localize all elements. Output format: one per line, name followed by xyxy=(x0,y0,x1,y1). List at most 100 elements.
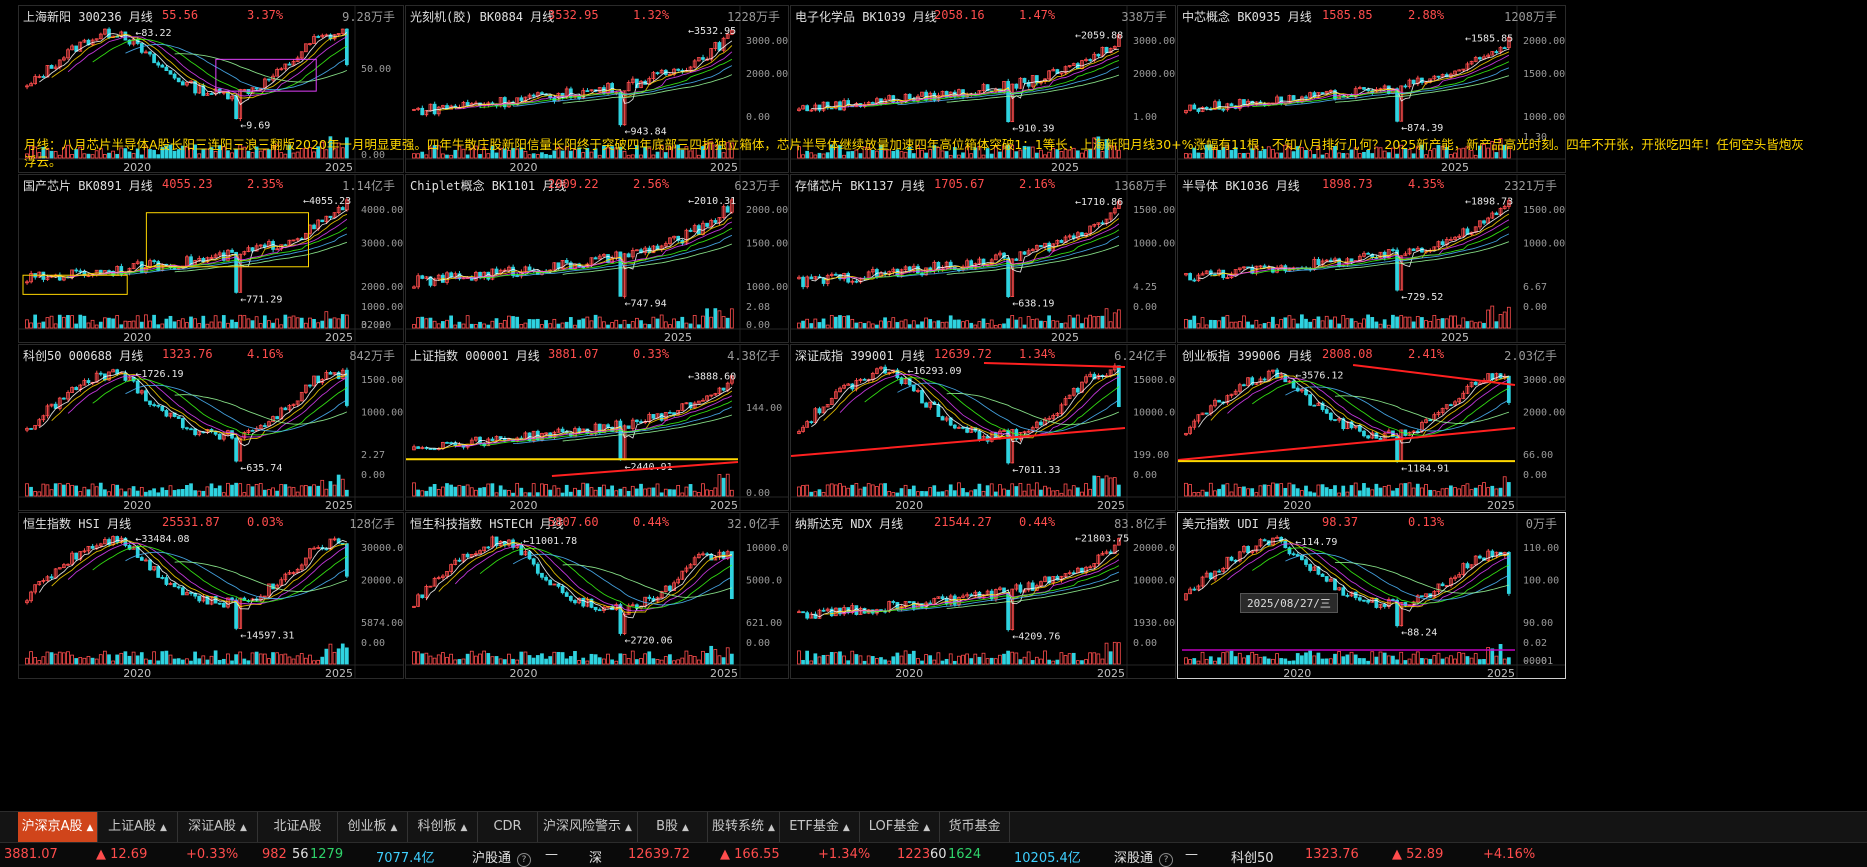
volume-bar xyxy=(1093,653,1096,664)
volume-bar xyxy=(128,321,131,328)
volume-bar xyxy=(1400,652,1403,664)
market-tab-1[interactable]: 上证A股▲ xyxy=(98,812,178,842)
candle xyxy=(71,44,74,50)
volume-bar xyxy=(532,484,535,496)
volume-bar xyxy=(1305,319,1308,328)
moving-average-line xyxy=(52,214,347,277)
candle xyxy=(173,72,176,80)
volume-bar xyxy=(590,488,593,496)
volume-bar xyxy=(888,661,891,664)
sgt-label[interactable]: 深股通? xyxy=(1114,847,1173,867)
volume-bar xyxy=(194,319,197,328)
help-icon[interactable]: ? xyxy=(1159,853,1173,867)
candle xyxy=(429,586,432,587)
candle xyxy=(1201,576,1204,589)
candle xyxy=(42,272,45,282)
tab-label: 北证A股 xyxy=(274,819,322,834)
volume-bar xyxy=(108,318,111,328)
change-percent: 0.33% xyxy=(633,347,669,361)
volume-bar xyxy=(210,322,213,328)
volume-bar xyxy=(79,658,82,664)
volume-bar xyxy=(916,325,919,328)
volume-bar xyxy=(153,489,156,496)
candle xyxy=(1267,370,1270,381)
tab-label: 股转系统 xyxy=(712,819,764,834)
volume-bar xyxy=(1367,488,1370,496)
volume-bar xyxy=(458,659,461,664)
volume-bar xyxy=(806,485,809,496)
market-tab-4[interactable]: 创业板▲ xyxy=(338,812,408,842)
volume-bar xyxy=(1089,489,1092,496)
candle xyxy=(1441,582,1444,586)
low-label: ←4209.76 xyxy=(1012,632,1060,643)
volume-label: 32.0亿手 xyxy=(727,515,780,532)
market-tab-2[interactable]: 深证A股▲ xyxy=(178,812,258,842)
candle xyxy=(1193,278,1196,282)
volume-bar xyxy=(1031,660,1034,664)
candle xyxy=(149,401,152,407)
market-tab-0[interactable]: 沪深京A股▲ xyxy=(18,812,98,842)
candle xyxy=(660,69,663,74)
candle xyxy=(144,50,147,53)
help-icon[interactable]: ? xyxy=(517,853,531,867)
candle xyxy=(863,378,866,380)
candle xyxy=(822,101,825,112)
market-tab-12[interactable]: 货币基金 xyxy=(940,812,1010,842)
candle xyxy=(1404,251,1407,255)
volume-bar xyxy=(194,491,197,496)
volume-bar xyxy=(112,661,115,664)
volume-bar xyxy=(644,654,647,664)
volume-bar xyxy=(136,491,139,496)
volume-bar xyxy=(994,325,997,328)
volume-bar xyxy=(190,317,193,328)
market-tab-9[interactable]: 股转系统▲ xyxy=(708,812,780,842)
volume-bar xyxy=(681,658,684,664)
market-tab-8[interactable]: B股▲ xyxy=(638,812,708,842)
candle xyxy=(677,577,680,585)
market-tab-10[interactable]: ETF基金▲ xyxy=(780,812,860,842)
volume-bar xyxy=(949,316,952,328)
candle xyxy=(433,449,436,450)
hgt-label[interactable]: 沪股通? xyxy=(472,847,531,867)
candle xyxy=(30,271,33,284)
volume-bar xyxy=(631,651,634,664)
volume-bar xyxy=(190,484,193,496)
volume-bar xyxy=(1507,658,1510,664)
volume-bar xyxy=(1503,659,1506,664)
market-tab-7[interactable]: 沪深风险警示▲ xyxy=(538,812,638,842)
market-tab-3[interactable]: 北证A股 xyxy=(258,812,338,842)
volume-bar xyxy=(822,655,825,664)
candle xyxy=(822,608,825,612)
volume-bar xyxy=(1367,661,1370,664)
candle xyxy=(1105,219,1108,226)
volume-bar xyxy=(677,660,680,664)
candle xyxy=(1362,87,1365,90)
volume-bar xyxy=(1387,325,1390,328)
market-tab-5[interactable]: 科创板▲ xyxy=(408,812,478,842)
candle xyxy=(1023,251,1026,255)
volume-bar xyxy=(437,324,440,328)
volume-bar xyxy=(1230,492,1233,496)
volume-bar xyxy=(454,487,457,496)
volume-bar xyxy=(466,654,469,664)
market-tab-6[interactable]: CDR xyxy=(478,812,538,842)
volume-bar xyxy=(1404,484,1407,496)
candle xyxy=(1226,394,1229,405)
market-tab-11[interactable]: LOF基金▲ xyxy=(860,812,940,842)
volume-bar xyxy=(880,484,883,496)
volume-bar xyxy=(524,493,527,496)
volume-bar xyxy=(1429,321,1432,328)
volume-bar xyxy=(144,315,147,328)
